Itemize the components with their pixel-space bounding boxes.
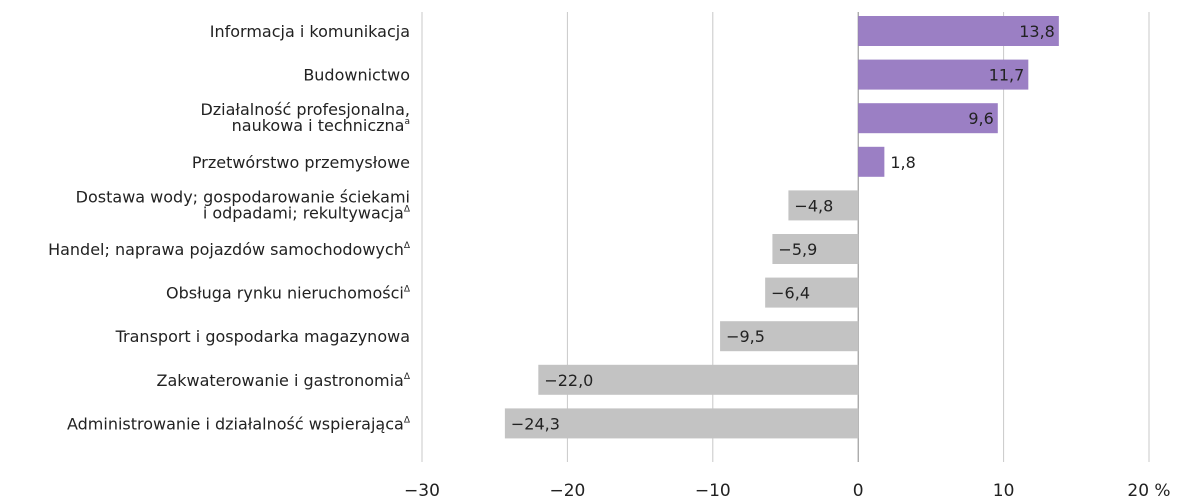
category-label: Obsługa rynku nieruchomościΔ [166,284,411,303]
data-label: −6,4 [771,284,810,303]
data-label: −24,3 [511,414,560,433]
category-label-text: Zakwaterowanie i gastronomia [156,371,403,390]
category-label-text: i odpadami; rekultywacja [203,203,404,222]
category-label-text: Działalność profesjonalna, [200,100,410,119]
bar [538,364,859,395]
data-label: −4,8 [794,196,833,215]
footnote-marker: Δ [404,204,411,214]
category-label: Transport i gospodarka magazynowa [115,327,410,346]
category-label-text: Dostawa wody; gospodarowanie ściekami [76,187,410,206]
category-label: Budownictwo [303,66,410,85]
category-label: Informacja i komunikacja [210,22,410,41]
x-tick-label: 0 [853,481,864,498]
data-label: 1,8 [890,153,915,172]
x-tick-label: −30 [404,481,440,498]
category-label: Zakwaterowanie i gastronomiaΔ [156,371,410,390]
category-label: i odpadami; rekultywacjaΔ [203,203,411,222]
category-label-text: Informacja i komunikacja [210,22,410,41]
category-label: Przetwórstwo przemysłowe [192,153,410,172]
category-label-text: Obsługa rynku nieruchomości [166,284,404,303]
category-label-text: Administrowanie i działalność wspierając… [67,414,404,433]
data-label: −22,0 [544,371,593,390]
footnote-marker: Δ [404,372,411,382]
bar [858,16,1059,46]
bar [772,234,859,264]
data-label: 13,8 [1019,22,1055,41]
footnote-marker: Δ [404,415,411,425]
data-label: −5,9 [778,240,817,259]
x-tick-label: −20 [549,481,585,498]
footnote-marker: Δ [404,285,411,295]
data-label: 11,7 [989,66,1025,85]
bar [504,408,859,439]
category-label: Działalność profesjonalna, [200,100,410,119]
category-label: Handel; naprawa pojazdów samochodowychΔ [48,240,411,259]
x-tick-label: −10 [695,481,731,498]
bar [858,146,885,177]
category-label: naukowa i technicznaa [232,116,410,135]
bar [788,190,859,221]
category-label: Administrowanie i działalność wspierając… [67,414,411,433]
bar [858,103,998,134]
category-label: Dostawa wody; gospodarowanie ściekami [76,187,410,206]
data-label: 9,6 [968,109,993,128]
data-label: −9,5 [726,327,765,346]
bar [720,321,859,352]
x-tick-label: 10 [993,481,1015,498]
x-tick-label: 20 % [1127,481,1170,498]
category-label-text: Budownictwo [303,66,410,85]
footnote-marker: Δ [404,241,411,251]
bar [765,277,859,308]
footnote-marker: a [404,117,410,127]
category-label-text: Handel; naprawa pojazdów samochodowych [48,240,404,259]
category-label-text: Przetwórstwo przemysłowe [192,153,410,172]
bar [858,59,1029,90]
category-label-text: Transport i gospodarka magazynowa [115,327,410,346]
category-label-text: naukowa i techniczna [232,116,405,135]
